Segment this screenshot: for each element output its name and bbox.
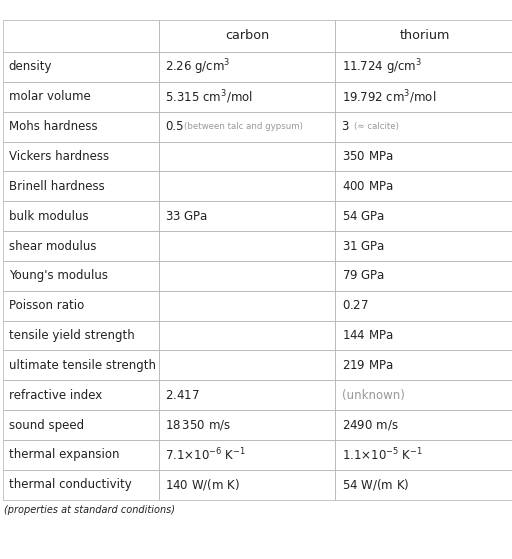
Text: thermal expansion: thermal expansion	[9, 448, 119, 462]
Bar	[159, 82, 335, 112]
Bar	[335, 350, 512, 380]
Bar	[3, 291, 159, 321]
Text: $5.315\ \mathrm{cm}^3\mathrm{/mol}$: $5.315\ \mathrm{cm}^3\mathrm{/mol}$	[165, 88, 253, 106]
Text: $79\ \mathrm{GPa}$: $79\ \mathrm{GPa}$	[342, 269, 385, 282]
Bar	[3, 231, 159, 261]
Bar	[335, 201, 512, 231]
Bar	[3, 261, 159, 291]
Text: Brinell hardness: Brinell hardness	[9, 180, 104, 193]
Bar	[159, 141, 335, 172]
Bar	[159, 440, 335, 470]
Bar	[159, 261, 335, 291]
Bar	[335, 380, 512, 410]
Bar	[3, 172, 159, 201]
Bar	[335, 172, 512, 201]
Text: $54\ \mathrm{GPa}$: $54\ \mathrm{GPa}$	[342, 210, 385, 222]
Text: thorium: thorium	[400, 29, 450, 42]
Bar	[335, 82, 512, 112]
Bar	[3, 141, 159, 172]
Text: shear modulus: shear modulus	[9, 239, 96, 253]
Text: density: density	[9, 60, 52, 73]
Bar	[159, 350, 335, 380]
Bar	[159, 172, 335, 201]
Bar	[159, 52, 335, 82]
Text: $2490\ \mathrm{m/s}$: $2490\ \mathrm{m/s}$	[342, 418, 398, 432]
Text: carbon: carbon	[225, 29, 269, 42]
Text: $33\ \mathrm{GPa}$: $33\ \mathrm{GPa}$	[165, 210, 208, 222]
Text: $1.1{\times}10^{-5}\ \mathrm{K}^{-1}$: $1.1{\times}10^{-5}\ \mathrm{K}^{-1}$	[342, 447, 422, 463]
Text: $54\ \mathrm{W/(m\ K)}$: $54\ \mathrm{W/(m\ K)}$	[342, 477, 409, 492]
Bar	[335, 20, 512, 52]
Bar	[3, 82, 159, 112]
Text: Vickers hardness: Vickers hardness	[9, 150, 109, 163]
Bar	[3, 380, 159, 410]
Bar	[335, 410, 512, 440]
Bar	[335, 440, 512, 470]
Bar	[159, 112, 335, 141]
Text: $144\ \mathrm{MPa}$: $144\ \mathrm{MPa}$	[342, 329, 393, 342]
Text: Poisson ratio: Poisson ratio	[9, 299, 84, 312]
Bar	[159, 380, 335, 410]
Text: $7.1{\times}10^{-6}\ \mathrm{K}^{-1}$: $7.1{\times}10^{-6}\ \mathrm{K}^{-1}$	[165, 447, 246, 463]
Text: sound speed: sound speed	[9, 419, 84, 432]
Text: Mohs hardness: Mohs hardness	[9, 120, 97, 133]
Bar	[335, 470, 512, 500]
Text: (unknown): (unknown)	[342, 389, 404, 402]
Bar	[159, 410, 335, 440]
Bar	[3, 410, 159, 440]
Bar	[159, 20, 335, 52]
Bar	[335, 141, 512, 172]
Bar	[159, 231, 335, 261]
Bar	[3, 201, 159, 231]
Text: $2.417$: $2.417$	[165, 389, 200, 402]
Text: $11.724\ \mathrm{g/cm}^3$: $11.724\ \mathrm{g/cm}^3$	[342, 57, 421, 77]
Text: $400\ \mathrm{MPa}$: $400\ \mathrm{MPa}$	[342, 180, 393, 193]
Bar	[159, 291, 335, 321]
Text: 3: 3	[342, 120, 349, 133]
Text: ultimate tensile strength: ultimate tensile strength	[9, 359, 156, 372]
Bar	[159, 321, 335, 350]
Bar	[159, 470, 335, 500]
Bar	[335, 291, 512, 321]
Text: $0.27$: $0.27$	[342, 299, 368, 312]
Text: $18\,350\ \mathrm{m/s}$: $18\,350\ \mathrm{m/s}$	[165, 418, 231, 432]
Text: $350\ \mathrm{MPa}$: $350\ \mathrm{MPa}$	[342, 150, 393, 163]
Text: refractive index: refractive index	[9, 389, 102, 402]
Bar	[3, 20, 159, 52]
Text: tensile yield strength: tensile yield strength	[9, 329, 135, 342]
Text: $19.792\ \mathrm{cm}^3\mathrm{/mol}$: $19.792\ \mathrm{cm}^3\mathrm{/mol}$	[342, 88, 436, 106]
Bar	[159, 201, 335, 231]
Text: $219\ \mathrm{MPa}$: $219\ \mathrm{MPa}$	[342, 359, 393, 372]
Text: (properties at standard conditions): (properties at standard conditions)	[4, 505, 175, 515]
Text: $2.26\ \mathrm{g/cm}^3$: $2.26\ \mathrm{g/cm}^3$	[165, 57, 230, 77]
Text: 0.5: 0.5	[165, 120, 183, 133]
Bar	[335, 52, 512, 82]
Text: (between talc and gypsum): (between talc and gypsum)	[184, 122, 303, 131]
Text: $31\ \mathrm{GPa}$: $31\ \mathrm{GPa}$	[342, 239, 385, 253]
Text: $140\ \mathrm{W/(m\ K)}$: $140\ \mathrm{W/(m\ K)}$	[165, 477, 240, 492]
Text: (≈ calcite): (≈ calcite)	[354, 122, 399, 131]
Text: molar volume: molar volume	[9, 90, 91, 103]
Bar	[3, 112, 159, 141]
Bar	[3, 350, 159, 380]
Text: bulk modulus: bulk modulus	[9, 210, 89, 222]
Text: thermal conductivity: thermal conductivity	[9, 479, 132, 491]
Text: Young's modulus: Young's modulus	[9, 269, 108, 282]
Bar	[3, 321, 159, 350]
Bar	[3, 52, 159, 82]
Bar	[335, 112, 512, 141]
Bar	[335, 231, 512, 261]
Bar	[335, 321, 512, 350]
Bar	[335, 261, 512, 291]
Bar	[3, 440, 159, 470]
Bar	[3, 470, 159, 500]
